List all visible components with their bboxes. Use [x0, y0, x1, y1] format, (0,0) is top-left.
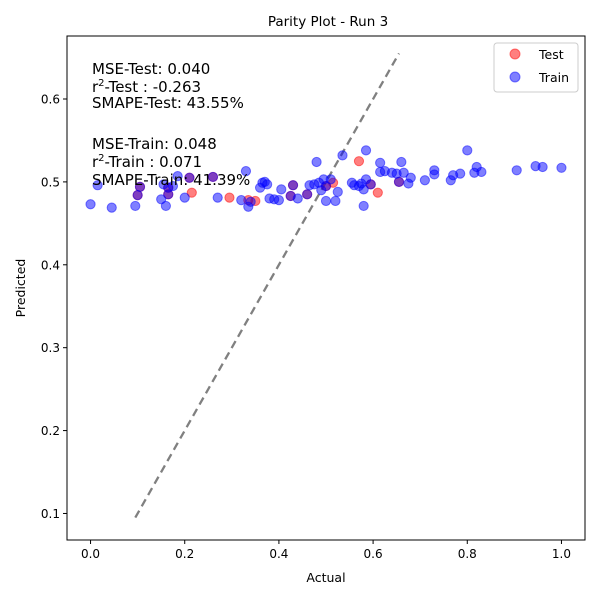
data-point-train: [330, 195, 341, 207]
data-point-test: [353, 156, 365, 167]
chart-title: Parity Plot - Run 3: [268, 14, 388, 30]
data-point-train: [556, 162, 567, 173]
x-axis-ticks: 0.0 0.2 0.4 0.6 0.8 1.0: [81, 540, 571, 561]
data-point-train: [337, 150, 348, 161]
data-point-train: [393, 176, 405, 187]
data-point-train: [92, 180, 103, 191]
mse-test-text: MSE-Test: 0.040: [92, 60, 210, 78]
mse-train-text: MSE-Train: 0.048: [92, 135, 217, 153]
data-point-train: [476, 166, 487, 178]
data-point-train: [134, 181, 146, 192]
data-point-train: [212, 192, 223, 203]
data-point-train: [160, 200, 171, 212]
data-point-train: [360, 145, 372, 156]
data-point-train: [511, 165, 522, 176]
data-point-train: [537, 161, 548, 173]
x-tick-label: 0.0: [81, 547, 100, 561]
y-tick-label: 0.1: [41, 507, 60, 521]
data-point-train: [85, 199, 96, 210]
legend: Test Train: [493, 42, 579, 93]
data-point-train: [273, 195, 285, 206]
y-axis-label: Predicted: [13, 259, 28, 318]
data-point-train: [292, 193, 303, 204]
legend-marker-train: [509, 71, 521, 83]
data-point-train: [106, 202, 117, 213]
data-point-train: [132, 190, 143, 201]
data-point-train: [365, 179, 376, 190]
data-point-test: [372, 187, 383, 198]
x-tick-label: 0.2: [175, 547, 194, 561]
legend-marker-test: [509, 48, 521, 60]
data-point-train: [311, 156, 322, 168]
parity-line: [134, 52, 400, 519]
data-point-train: [455, 168, 466, 179]
data-point-train: [179, 192, 190, 203]
y-axis-ticks: 0.1 0.2 0.3 0.4 0.5 0.6: [41, 93, 67, 521]
metrics-annotation: MSE-Test: 0.040 r2-Test : -0.263 SMAPE-T…: [92, 60, 250, 189]
data-point-train: [462, 145, 473, 156]
data-point-train: [405, 172, 416, 183]
data-point-train: [332, 186, 343, 197]
data-point-train: [287, 180, 299, 191]
data-point-train: [130, 200, 141, 212]
data-point-train: [398, 167, 409, 178]
x-tick-label: 0.6: [364, 547, 383, 561]
data-point-train: [302, 189, 313, 200]
x-tick-label: 0.8: [458, 547, 477, 561]
data-point-train: [325, 174, 336, 185]
data-point-test: [224, 192, 235, 203]
data-point-train: [429, 165, 440, 176]
r2-train-text: r2-Train : 0.071: [92, 153, 202, 171]
data-point-train: [245, 196, 256, 207]
plot-frame: [66, 35, 586, 541]
data-point-train: [358, 200, 369, 212]
smape-train-text: SMAPE-Train: 41.39%: [92, 171, 250, 189]
data-point-train: [276, 184, 287, 195]
data-point-train: [240, 166, 252, 177]
data-point-train: [419, 175, 430, 186]
x-tick-label: 0.4: [269, 547, 288, 561]
legend-label-test: Test: [538, 47, 564, 62]
x-axis-label: Actual: [306, 570, 345, 585]
data-point-train: [262, 179, 273, 190]
data-point-train: [167, 180, 179, 192]
data-point-train: [236, 195, 247, 206]
data-point-test: [186, 187, 197, 198]
y-tick-label: 0.4: [41, 258, 60, 272]
data-point-train: [207, 171, 219, 183]
data-point-train: [375, 157, 386, 168]
r2-test-text: r2-Test : -0.263: [92, 78, 201, 96]
y-tick-label: 0.5: [41, 175, 60, 189]
data-point-train: [358, 184, 369, 195]
y-tick-label: 0.3: [41, 341, 60, 355]
data-point-train: [396, 156, 407, 168]
legend-label-train: Train: [538, 70, 569, 85]
data-point-train: [184, 172, 195, 183]
y-tick-label: 0.6: [41, 93, 60, 107]
smape-test-text: SMAPE-Test: 43.55%: [92, 94, 244, 112]
data-point-train: [172, 170, 183, 182]
data-point-train: [320, 195, 332, 207]
y-tick-label: 0.2: [41, 424, 60, 438]
x-tick-label: 1.0: [552, 547, 571, 561]
series-train: [85, 145, 567, 213]
